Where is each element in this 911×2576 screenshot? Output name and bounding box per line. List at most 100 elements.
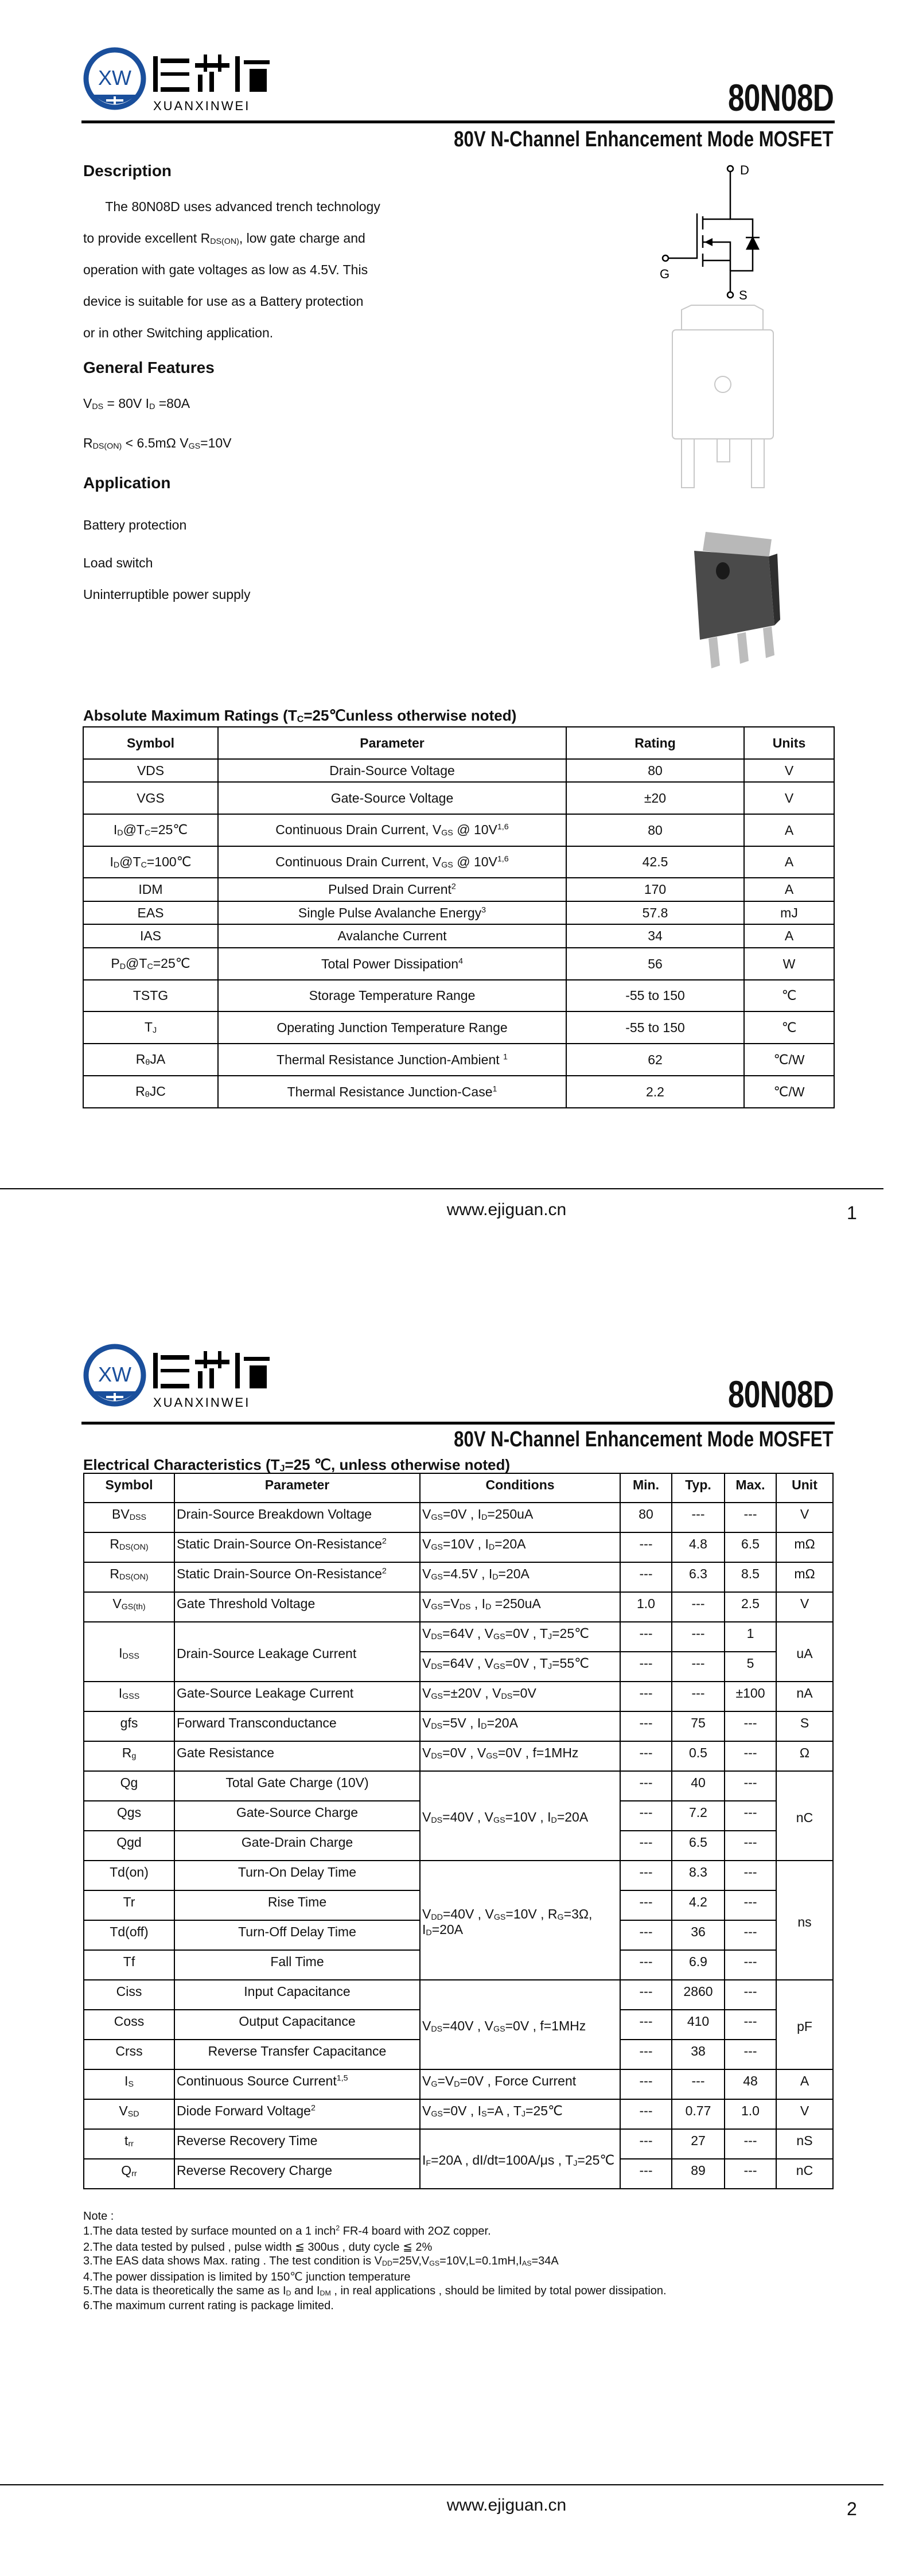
units-cell: A [743, 814, 835, 847]
symbol-cell: IDM [83, 877, 219, 902]
typ-cell: 0.77 [671, 2099, 725, 2130]
footer-website-link[interactable]: www.ejiguan.cn [446, 2496, 567, 2515]
conditions-cell: IF=20A , dI/dt=100A/μs , TJ=25℃ [419, 2128, 621, 2189]
symbol-cell: Tf [83, 1949, 175, 1980]
footer-rule [0, 2484, 883, 2485]
max-cell: --- [724, 1502, 777, 1533]
parameter-cell: Gate Resistance [174, 1741, 421, 1772]
table-row: Qgd Gate-Drain Charge --- 6.5 --- [83, 1830, 833, 1861]
symbol-cell: IS [83, 2069, 175, 2100]
max-cell: 8.5 [724, 1562, 777, 1593]
note-item: 4.The power dissipation is limited by 15… [83, 2271, 411, 2283]
table-row: trr Reverse Recovery Time IF=20A , dI/dt=1… [83, 2128, 834, 2189]
units-cell: ℃ [743, 1011, 835, 1044]
min-cell: 80 [620, 1502, 672, 1533]
parameter-cell: Single Pulse Avalanche Energy3 [217, 901, 567, 925]
min-cell: --- [620, 1770, 672, 1801]
max-cell: 6.5 [724, 1532, 777, 1563]
table-row: Crss Reverse Transfer Capacitance --- 38 --- [83, 2039, 833, 2070]
min-cell: --- [620, 1562, 672, 1593]
brand-logo: XW XUANXINWEI [83, 1344, 270, 1410]
table-row: Td(on) Turn-On Delay Time VDD=40V , VGS=10… [83, 1860, 834, 1980]
rating-cell: 80 [566, 814, 745, 847]
min-cell: --- [620, 1830, 672, 1861]
symbol-cell: ID@TC=100℃ [83, 846, 219, 878]
unit-cell: nA [776, 1681, 834, 1712]
parameter-cell: Operating Junction Temperature Range [217, 1011, 567, 1044]
min-cell: --- [620, 1681, 672, 1712]
max-cell: 48 [724, 2069, 777, 2100]
typ-cell: --- [671, 1681, 725, 1712]
note-item: 1.The data tested by surface mounted on … [83, 2224, 491, 2238]
typ-cell: 4.8 [671, 1532, 725, 1563]
conditions-cell: VDS=64V , VGS=0V , TJ=55℃ [419, 1651, 621, 1682]
parameter-cell: Thermal Resistance Junction-Ambient 1 [217, 1043, 567, 1076]
parameter-cell: Drain-Source Breakdown Voltage [174, 1502, 421, 1533]
table-row: RθJA Thermal Resistance Junction-Ambient … [83, 1043, 835, 1076]
table-row: ID@TC=25℃ Continuous Drain Current, VGS @… [83, 814, 835, 847]
min-cell: --- [620, 2069, 672, 2100]
min-cell: --- [620, 2099, 672, 2130]
unit-cell: mΩ [776, 1562, 834, 1593]
parameter-cell: Reverse Transfer Capacitance [174, 2039, 421, 2070]
parameter-cell: Pulsed Drain Current2 [217, 877, 567, 902]
table-row: IDSS Drain-Source Leakage Current VDS=64V … [83, 1621, 834, 1682]
rating-cell: 56 [566, 947, 745, 980]
symbol-cell: Tr [83, 1890, 175, 1921]
symbol-cell: RDS(ON) [83, 1562, 175, 1593]
table-row: RθJC Thermal Resistance Junction-Case1 2.2… [83, 1075, 835, 1108]
conditions-cell: VDS=64V , VGS=0V , TJ=25℃ [419, 1621, 621, 1652]
description-line: operation with gate voltages as low as 4… [83, 262, 368, 277]
column-header: Symbol [83, 726, 219, 760]
table-row: IDM Pulsed Drain Current2 170 A [83, 877, 835, 902]
footer-website-link[interactable]: www.ejiguan.cn [446, 1200, 567, 1219]
units-cell: A [743, 846, 835, 878]
rating-cell: -55 to 150 [566, 979, 745, 1012]
typ-cell: 38 [671, 2039, 725, 2070]
unit-cell: A [776, 2069, 834, 2100]
column-header: Unit [776, 1473, 834, 1503]
rating-cell: 57.8 [566, 901, 745, 925]
application-item: Load switch [83, 555, 153, 570]
max-cell: --- [724, 1830, 777, 1861]
conditions-cell: VGS=0V , IS=A , TJ=25℃ [419, 2099, 621, 2130]
note-item: 2.The data tested by pulsed , pulse widt… [83, 2241, 433, 2254]
conditions-cell: VDS=40V , VGS=10V , ID=20A [419, 1770, 621, 1861]
min-cell: --- [620, 2009, 672, 2040]
typ-cell: 8.3 [671, 1860, 725, 1891]
symbol-cell: IDSS [83, 1621, 175, 1682]
symbol-cell: Td(on) [83, 1860, 175, 1891]
symbol-cell: Coss [83, 2009, 175, 2040]
parameter-cell: Diode Forward Voltage2 [174, 2099, 421, 2130]
max-cell: --- [724, 1711, 777, 1742]
parameter-cell: Storage Temperature Range [217, 979, 567, 1012]
absolute-maximum-ratings-table: Symbol Parameter Rating Units VDS Drain-Sour… [83, 726, 835, 1108]
rating-cell: ±20 [566, 781, 745, 815]
min-cell: --- [620, 1651, 672, 1682]
max-cell: --- [724, 1860, 777, 1891]
unit-cell: ns [776, 1860, 834, 1980]
application-item: Uninterruptible power supply [83, 587, 251, 602]
typ-cell: --- [671, 1591, 725, 1622]
units-cell: ℃ [743, 979, 835, 1012]
max-cell: --- [724, 2158, 777, 2189]
description-line: or in other Switching application. [83, 325, 274, 340]
column-header: Rating [566, 726, 745, 760]
min-cell: --- [620, 1979, 672, 2010]
units-cell: W [743, 947, 835, 980]
symbol-cell: Rg [83, 1741, 175, 1772]
table-row: PD@TC=25℃ Total Power Dissipation4 56 W [83, 947, 835, 980]
table-row: gfs Forward Transconductance VDS=5V , ID=2… [83, 1711, 834, 1742]
rating-cell: 34 [566, 924, 745, 948]
svg-text:XUANXINWEI: XUANXINWEI [153, 99, 250, 113]
header-rule [81, 120, 835, 123]
conditions-cell: VGS=±20V , VDS=0V [419, 1681, 621, 1712]
symbol-cell: EAS [83, 901, 219, 925]
parameter-cell: Thermal Resistance Junction-Case1 [217, 1075, 567, 1108]
rating-cell: 170 [566, 877, 745, 902]
typ-cell: 6.5 [671, 1830, 725, 1861]
symbol-cell: Qrr [83, 2158, 175, 2189]
table-row: Qg Total Gate Charge (10V) VDS=40V , VGS=1… [83, 1770, 834, 1861]
min-cell: 1.0 [620, 1591, 672, 1622]
table-row: BVDSS Drain-Source Breakdown Voltage VGS=0… [83, 1502, 834, 1533]
